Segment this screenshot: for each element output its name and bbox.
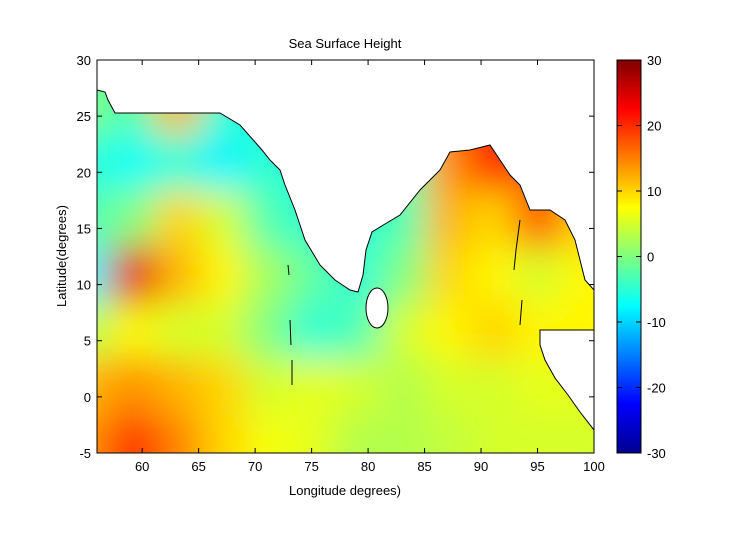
colorbar-tick-label: -20 — [647, 381, 666, 396]
x-tick-label: 100 — [583, 459, 605, 474]
x-tick-label: 65 — [191, 459, 205, 474]
y-tick-label: 0 — [84, 390, 91, 405]
x-tick-label: 75 — [304, 459, 318, 474]
x-tick-label: 95 — [530, 459, 544, 474]
colorbar-tick-label: -30 — [647, 446, 666, 461]
x-tick-label: 80 — [361, 459, 375, 474]
y-axis-label: Latitude(degrees) — [54, 205, 69, 307]
colorbar-tick-label: 20 — [647, 119, 661, 134]
y-tick-label: 25 — [77, 109, 91, 124]
x-tick-label: 70 — [248, 459, 262, 474]
y-tick-label: -5 — [79, 446, 91, 461]
y-tick-label: 15 — [77, 221, 91, 236]
y-tick-label: 30 — [77, 53, 91, 68]
land-mask — [97, 60, 594, 431]
x-axis-label: Longitude degrees) — [289, 483, 401, 498]
land-india-asia — [97, 60, 594, 293]
y-tick-label: 10 — [77, 278, 91, 293]
y-tick-label: 20 — [77, 165, 91, 180]
axes: 60 65 70 75 80 85 90 95 100 30 25 20 15 10 5 0 -5 — [77, 53, 605, 474]
islands-maldives — [287, 264, 293, 385]
colorbar-tick-label: 10 — [647, 184, 661, 199]
colorbar-tick-label: 30 — [647, 53, 661, 68]
islands-andaman — [513, 219, 523, 326]
colorbar-tick-label: 0 — [647, 250, 654, 265]
land-malay-sumatra — [539, 329, 594, 431]
y-tick-label: 5 — [84, 334, 91, 349]
x-tick-label: 60 — [135, 459, 149, 474]
x-tick-label: 90 — [474, 459, 488, 474]
land-sri-lanka — [365, 287, 389, 329]
colorbar-tick-label: -10 — [647, 315, 666, 330]
plot-frame — [96, 59, 595, 454]
colorbar-axis: 30 20 10 0 -10 -20 -30 — [617, 53, 666, 461]
chart-title: Sea Surface Height — [289, 36, 402, 51]
x-tick-label: 85 — [417, 459, 431, 474]
